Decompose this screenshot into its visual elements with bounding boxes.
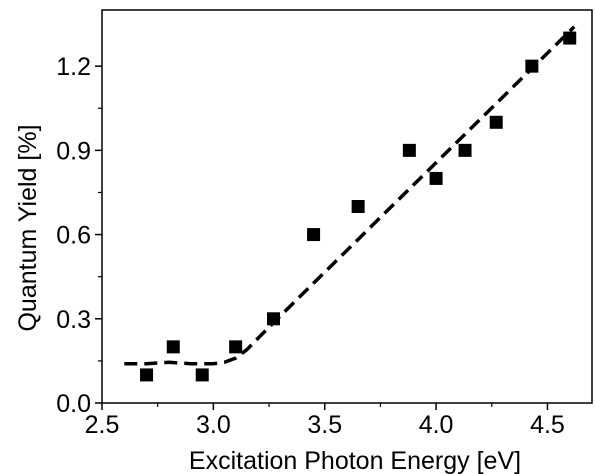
x-tick-label: 3.5: [307, 411, 342, 439]
data-point: [429, 171, 443, 185]
data-point: [563, 31, 577, 45]
plot-frame: [101, 9, 593, 404]
x-tick-label: 4.5: [530, 411, 565, 439]
data-points-group: [140, 31, 577, 382]
data-point: [402, 143, 416, 157]
data-point: [140, 368, 154, 382]
data-point: [525, 59, 539, 73]
y-axis-title: Quantum Yield [%]: [14, 124, 42, 331]
x-axis-title: Excitation Photon Energy [eV]: [189, 447, 521, 474]
y-tick-label: 0.0: [56, 390, 91, 418]
y-tick-label: 0.6: [56, 222, 91, 250]
data-point: [195, 368, 209, 382]
y-tick-label: 0.9: [56, 137, 91, 165]
y-tick-label: 1.2: [56, 53, 91, 81]
x-tick-label: 4.0: [419, 411, 454, 439]
data-point: [166, 340, 180, 354]
data-point: [489, 115, 503, 129]
x-tick-label: 2.5: [85, 411, 120, 439]
plot-axes: 2.5 3.0 3.5 4.0 4.5 0.0 0.3 0.6 0.9 1.2: [56, 9, 593, 439]
y-tick-label: 0.3: [56, 306, 91, 334]
x-tick-label: 3.0: [196, 411, 231, 439]
data-point: [458, 143, 472, 157]
data-point: [229, 340, 243, 354]
fit-line: [124, 25, 576, 366]
fit-curve-group: [124, 25, 576, 366]
data-point: [351, 200, 365, 213]
data-point: [267, 312, 280, 326]
data-point: [307, 228, 321, 242]
